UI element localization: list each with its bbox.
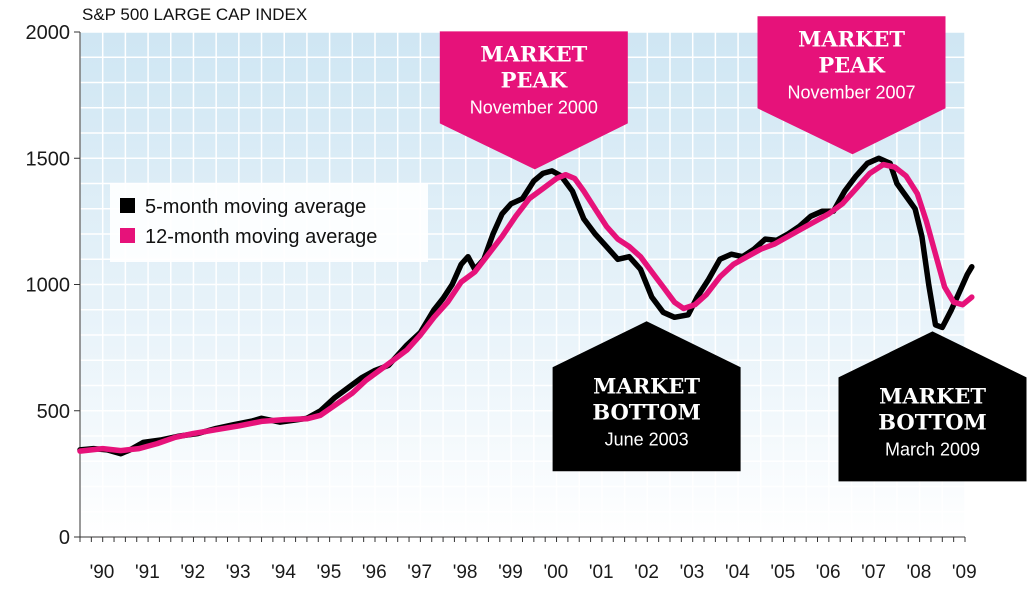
legend-label: 5-month moving average [145, 196, 366, 218]
x-tick-label: '91 [135, 562, 160, 583]
legend-label: 12-month moving average [145, 226, 377, 248]
callout-subtitle: November 2007 [787, 82, 915, 102]
x-tick-label: '93 [226, 562, 251, 583]
callout-title-line2: PEAK [501, 67, 568, 92]
callout-title-line2: PEAK [818, 52, 885, 77]
x-tick-label: '98 [453, 562, 478, 583]
x-tick-label: '90 [90, 562, 115, 583]
axes: 0 500 1000 1500 2000 '90 '91 '92 '93 '94 '95 '96 '97… [26, 22, 977, 583]
callout-title-line1: MARKET [798, 26, 905, 51]
chart-title: S&P 500 LARGE CAP INDEX [82, 5, 307, 24]
callout-shape [439, 31, 628, 170]
x-tick-label: '05 [770, 562, 795, 583]
x-tick-label: '99 [498, 562, 523, 583]
x-tick-label: '94 [271, 562, 296, 583]
y-tick-label: 0 [59, 527, 70, 549]
callout-subtitle: March 2009 [885, 439, 980, 459]
x-tick-label: '01 [589, 562, 614, 583]
y-tick-label: 1500 [26, 148, 71, 170]
x-tick-label: '08 [907, 562, 932, 583]
x-tick-label: '92 [180, 562, 205, 583]
x-tick-label: '07 [861, 562, 886, 583]
x-tick-label: '06 [816, 562, 841, 583]
x-tick-label: '09 [952, 562, 977, 583]
y-tick-label: 500 [37, 401, 70, 423]
callout-subtitle: June 2003 [605, 429, 689, 449]
x-tick-label: '97 [407, 562, 432, 583]
y-tick-label: 2000 [26, 22, 71, 44]
x-tick-label: '02 [634, 562, 659, 583]
x-tick-label: '00 [543, 562, 568, 583]
callout-shape [552, 321, 741, 472]
callout-title-line2: BOTTOM [878, 409, 986, 434]
callout-title-line1: MARKET [480, 41, 587, 66]
callout-shape [757, 16, 946, 155]
series-group [77, 155, 975, 457]
x-tick-label: '96 [362, 562, 387, 583]
callout-title-line1: MARKET [879, 383, 986, 408]
callout-title-line2: BOTTOM [592, 399, 700, 424]
legend-swatch [120, 228, 135, 243]
series-line-twelve-month [77, 161, 975, 454]
x-tick-label: '04 [725, 562, 750, 583]
legend-box [110, 184, 428, 262]
callout-shape [838, 331, 1027, 482]
callout-title-line1: MARKET [593, 373, 700, 398]
x-tick-label: '95 [317, 562, 342, 583]
legend-swatch [120, 198, 135, 213]
callout-subtitle: November 2000 [470, 97, 598, 117]
legend: 5-month moving average 12-month moving av… [110, 184, 428, 262]
x-tick-label: '03 [680, 562, 705, 583]
y-tick-label: 1000 [26, 275, 71, 297]
